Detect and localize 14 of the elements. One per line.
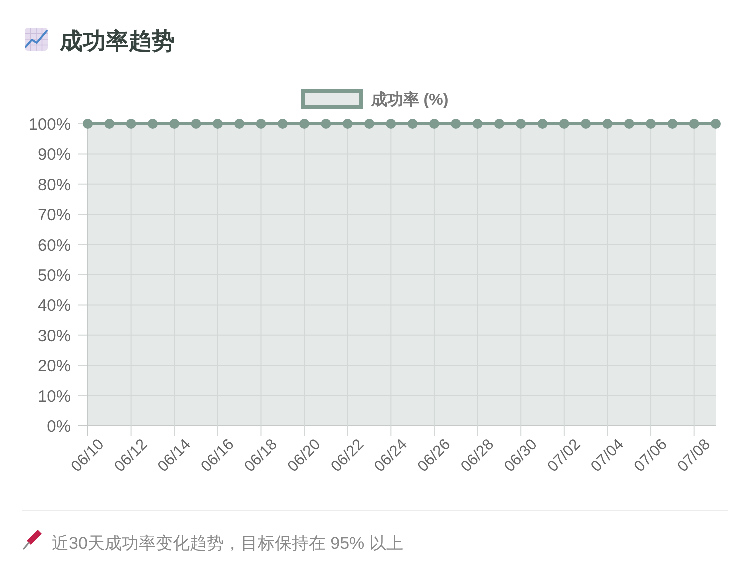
y-tick-label: 40% bbox=[38, 297, 72, 316]
y-tick-label: 100% bbox=[28, 116, 72, 134]
y-tick-label: 20% bbox=[38, 358, 72, 376]
legend-label: 成功率 (%) bbox=[370, 90, 449, 109]
y-tick-label: 80% bbox=[38, 176, 72, 194]
y-tick-label: 30% bbox=[38, 327, 72, 346]
chart-title: 成功率趋势 bbox=[59, 28, 175, 54]
y-tick-label: 90% bbox=[38, 146, 72, 164]
y-tick-label: 50% bbox=[38, 267, 72, 285]
text: 近30天成功率变化趋势，目标保持在 95% 以上 bbox=[52, 534, 404, 553]
y-tick-label: 0% bbox=[47, 418, 72, 436]
y-tick-label: 10% bbox=[38, 388, 72, 406]
y-tick-label: 60% bbox=[38, 236, 72, 255]
y-tick-label: 70% bbox=[38, 206, 72, 225]
